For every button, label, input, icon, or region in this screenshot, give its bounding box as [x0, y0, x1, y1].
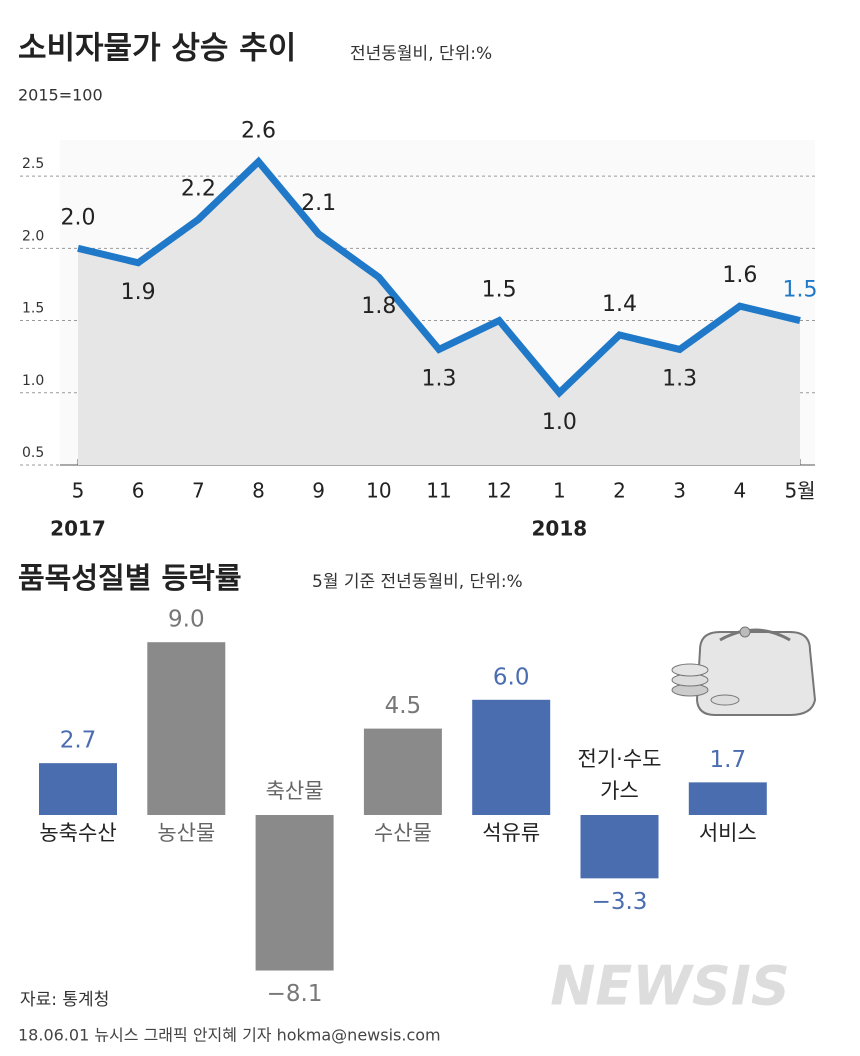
chart-subtitle: 전년동월비, 단위:%: [350, 44, 492, 64]
data-label: 9.0: [168, 607, 205, 633]
data-label: 2.0: [61, 205, 96, 230]
x-tick-label: 농산물: [157, 821, 216, 845]
data-label: 1.3: [422, 366, 457, 391]
chart-subtitle: 5월 기준 전년동월비, 단위:%: [312, 572, 523, 592]
x-tick-label: 8: [252, 479, 265, 503]
bar: [147, 642, 226, 815]
x-tick-label: 4: [733, 479, 746, 503]
data-label: 2.2: [181, 176, 216, 201]
y-tick-label: 1.0: [22, 373, 44, 389]
x-tick-label: 축산물: [265, 779, 324, 803]
line: [77, 156, 801, 398]
year-label: 2018: [531, 517, 587, 541]
year-label: 2017: [50, 517, 106, 541]
data-label: 2.6: [241, 119, 276, 144]
x-tick-label: 2: [613, 479, 626, 503]
data-label: 1.0: [542, 410, 577, 435]
x-tick-label: 1: [553, 479, 566, 503]
data-label: 1.5: [783, 278, 818, 303]
data-label: 1.9: [121, 280, 156, 305]
x-tick-label: 서비스: [698, 821, 757, 845]
data-label: 1.8: [361, 294, 396, 319]
data-label: 1.4: [602, 292, 637, 317]
x-tick-label: 수산물: [373, 821, 432, 845]
data-label: −8.1: [267, 981, 323, 1007]
x-tick-label: 7: [192, 479, 205, 503]
bar: [580, 815, 659, 879]
x-tick-label: 석유류: [482, 821, 541, 845]
watermark: NEWSIS: [550, 955, 790, 1018]
x-tick-label: 5: [72, 479, 85, 503]
y-tick-label: 1.5: [22, 301, 44, 317]
source: 자료: 통계청: [20, 990, 109, 1010]
bar: [472, 699, 551, 815]
data-label: 2.1: [301, 191, 336, 216]
bar: [39, 763, 117, 815]
bar: [688, 782, 767, 815]
chart-title: 소비자물가 상승 추이: [18, 31, 296, 67]
bar: [363, 728, 442, 815]
x-tick-label: 6: [132, 479, 145, 503]
x-tick-label: 11: [426, 479, 451, 503]
x-tick-label: 3: [673, 479, 686, 503]
area-fill: [78, 161, 800, 465]
x-tick-label: 전기·수도 가스: [577, 747, 662, 803]
y-tick-label: 2.5: [22, 156, 44, 172]
purse-icon: [671, 626, 817, 716]
data-label: 6.0: [493, 664, 530, 690]
data-label: 1.7: [710, 747, 747, 773]
data-label: 1.5: [482, 278, 517, 303]
base-note: 2015=100: [18, 86, 103, 105]
y-tick-label: 2.0: [22, 228, 44, 244]
x-tick-label: 농축수산: [39, 821, 117, 845]
y-tick-label: 0.5: [22, 445, 44, 461]
data-label: 1.3: [662, 366, 697, 391]
bar: [255, 815, 334, 971]
credit: 18.06.01 뉴시스 그래픽 안지혜 기자 hokma@newsis.com: [18, 1026, 441, 1045]
data-label: 4.5: [385, 693, 422, 719]
data-label: −3.3: [592, 889, 648, 915]
chart-title: 품목성질별 등락률: [18, 561, 242, 595]
x-tick-label: 10: [366, 479, 391, 503]
x-tick-label: 9: [312, 479, 325, 503]
data-label: 2.7: [60, 728, 97, 754]
data-label: 1.6: [722, 263, 757, 288]
x-tick-label: 12: [486, 479, 511, 503]
x-tick-label: 5월: [784, 479, 815, 503]
